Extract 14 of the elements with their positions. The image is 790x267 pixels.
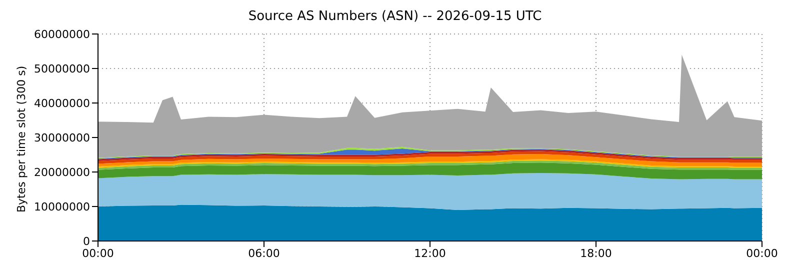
y-tick-label: 10000000 (34, 200, 90, 214)
x-tick-label: 00:00 (746, 246, 778, 260)
x-tick-label: 12:00 (414, 246, 446, 260)
x-tick-label: 06:00 (248, 246, 280, 260)
y-tick-label: 20000000 (34, 166, 90, 179)
x-tick-label: 18:00 (580, 246, 612, 260)
y-tick-label: 60000000 (34, 28, 90, 41)
y-tick-label: 30000000 (34, 131, 90, 144)
y-tick-label: 40000000 (34, 96, 90, 110)
y-tick-label: 0 (83, 234, 90, 248)
chart-title: Source AS Numbers (ASN) -- 2026-09-15 UTC (247, 8, 543, 26)
y-axis-title: Bytes per time slot (300 s) (14, 66, 28, 212)
y-tick-label: 50000000 (34, 62, 90, 76)
x-tick-label: 00:00 (82, 246, 114, 260)
